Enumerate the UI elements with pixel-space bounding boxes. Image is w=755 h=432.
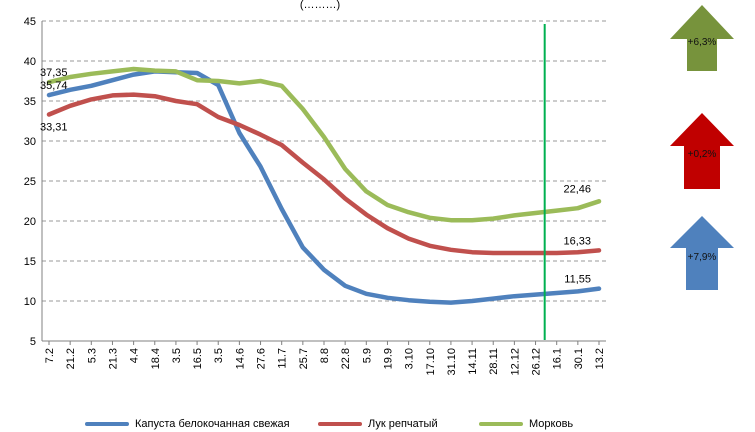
x-tick-label: 5.3 — [86, 348, 98, 363]
y-tick-label: 5 — [30, 336, 36, 348]
x-tick-label: 3.5 — [213, 348, 225, 363]
carrot-change-label: +6,3% — [687, 37, 717, 48]
grid-lines — [42, 20, 606, 302]
y-tick-label: 30 — [24, 136, 36, 148]
y-tick-label: 20 — [24, 216, 36, 228]
x-tick-label: 17.10 — [425, 348, 437, 376]
legend-label-cabbage: Капуста белокочанная свежая — [135, 418, 290, 430]
start-value-label: 35,74 — [40, 80, 68, 92]
legend-item-carrot: Морковь — [479, 418, 573, 430]
onion-change-arrow-icon: +0,2% — [670, 113, 734, 189]
series-line-1 — [46, 92, 602, 256]
data-labels: 35,74 11,55 33,31 16,33 37,35 22,46 — [40, 67, 591, 285]
x-tick-label: 21.2 — [65, 348, 77, 369]
y-tick-label: 25 — [24, 176, 36, 188]
legend-item-onion: Лук репчатый — [318, 418, 438, 430]
y-axis: 5 10 15 20 25 30 35 40 45 — [24, 16, 43, 348]
x-tick-label: 26.12 — [531, 348, 543, 376]
x-tick-label: 14.11 — [467, 348, 479, 375]
x-tick-label: 31.10 — [446, 348, 458, 376]
x-tick-label: 16.5 — [192, 348, 204, 369]
legend-item-cabbage: Капуста белокочанная свежая — [85, 418, 290, 430]
x-tick-label: 16.1 — [552, 348, 564, 369]
x-tick-label: 3.10 — [404, 348, 416, 369]
x-tick-label: 25.7 — [298, 348, 310, 369]
arrow-up-icon — [670, 216, 734, 290]
chart-title: (………) — [300, 0, 340, 11]
legend-label-carrot: Морковь — [529, 418, 574, 430]
y-tick-label: 45 — [24, 16, 36, 28]
x-tick-label: 5.9 — [361, 348, 373, 363]
cabbage-change-label: +7,9% — [687, 252, 717, 263]
arrow-up-icon — [670, 113, 734, 189]
legend-swatch-carrot — [479, 422, 523, 426]
x-tick-label: 14.6 — [234, 348, 246, 369]
x-tick-label: 22.8 — [340, 348, 352, 369]
x-tick-label: 13.2 — [594, 348, 606, 369]
x-axis: 7.2 21.2 5.3 21.3 4.4 18.4 3.5 16.5 3.5 14.6 27.6 1… — [42, 340, 606, 376]
x-tick-label: 28.11 — [488, 348, 500, 375]
start-value-label: 33,31 — [40, 122, 68, 134]
x-tick-label: 8.8 — [319, 348, 331, 363]
onion-change-label: +0,2% — [687, 149, 717, 160]
x-tick-label: 12.12 — [509, 348, 521, 376]
series-line-2 — [46, 66, 602, 223]
legend-swatch-cabbage — [85, 422, 129, 426]
x-tick-label: 18.4 — [150, 348, 162, 369]
x-tick-label: 19.9 — [382, 348, 394, 369]
x-tick-label: 4.4 — [129, 348, 141, 363]
y-tick-label: 10 — [24, 296, 36, 308]
x-tick-label: 3.5 — [171, 348, 183, 363]
y-tick-label: 35 — [24, 96, 36, 108]
x-tick-label: 11.7 — [277, 348, 289, 369]
y-tick-label: 40 — [24, 56, 36, 68]
end-value-label: 11,55 — [564, 274, 591, 286]
cabbage-change-arrow-icon: +7,9% — [670, 216, 734, 290]
arrow-up-icon — [670, 5, 734, 71]
series-lines — [46, 66, 602, 305]
y-tick-label: 15 — [24, 256, 36, 268]
series-line-0 — [46, 69, 602, 305]
legend: Капуста белокочанная свежая Лук репчатый… — [85, 418, 645, 432]
carrot-change-arrow-icon: +6,3% — [670, 5, 734, 71]
start-value-label: 37,35 — [40, 67, 68, 79]
x-tick-label: 27.6 — [256, 348, 268, 369]
legend-label-onion: Лук репчатый — [368, 418, 438, 430]
legend-swatch-onion — [318, 422, 362, 426]
x-tick-label: 7.2 — [44, 348, 56, 363]
x-tick-label: 30.1 — [573, 348, 585, 369]
x-tick-label: 21.3 — [107, 348, 119, 369]
end-value-label: 22,46 — [563, 183, 591, 195]
end-value-label: 16,33 — [563, 235, 591, 247]
